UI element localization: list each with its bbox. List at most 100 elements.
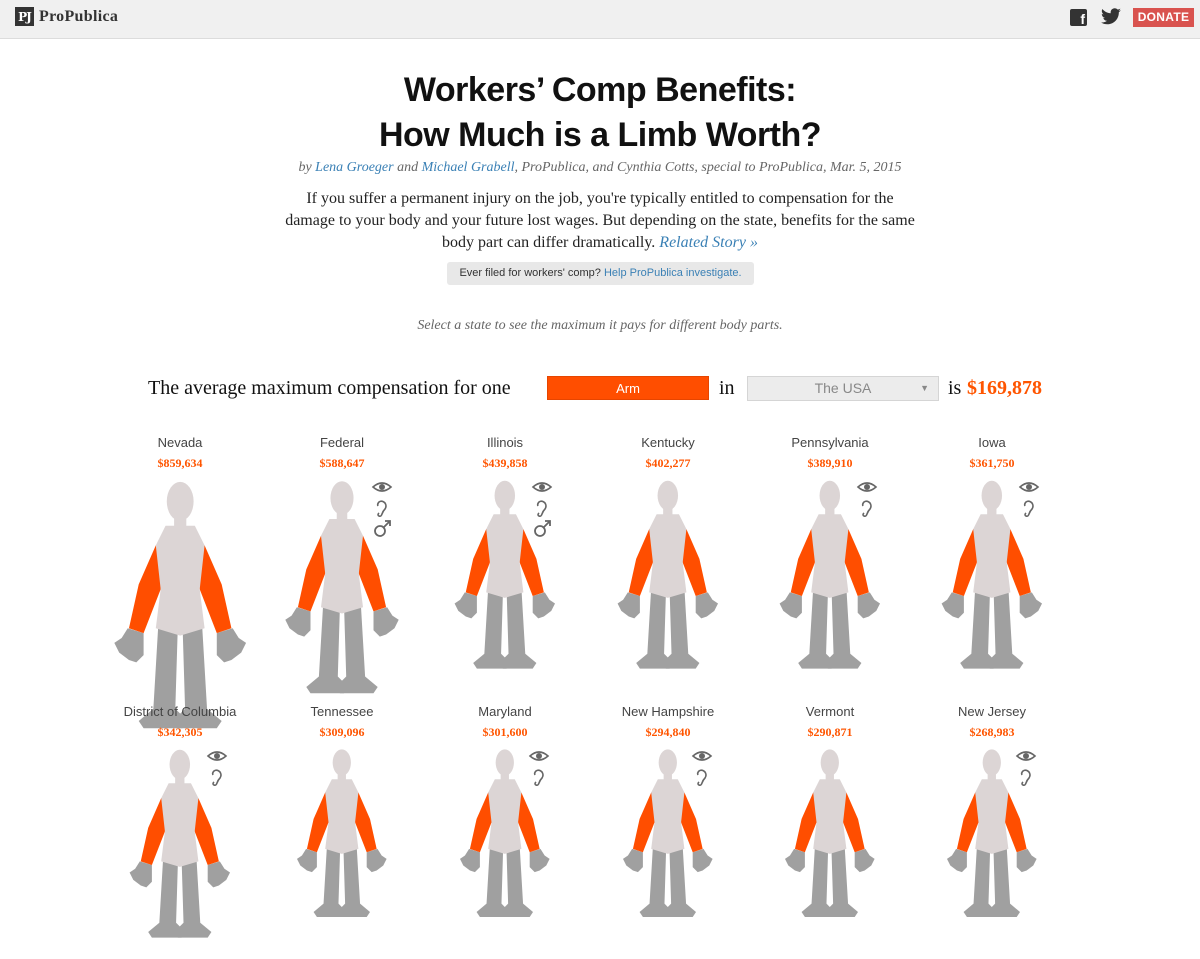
logo-text: ProPublica bbox=[39, 7, 119, 25]
body-figure bbox=[114, 481, 246, 729]
ear-icon bbox=[1021, 769, 1032, 787]
donate-button[interactable]: DONATE bbox=[1133, 8, 1194, 27]
ear-icon bbox=[377, 500, 388, 518]
investigate-link[interactable]: Help ProPublica investigate. bbox=[603, 267, 742, 279]
state-card[interactable]: Vermont $290,871 bbox=[740, 704, 920, 954]
state-card[interactable]: Illinois $439,858 bbox=[415, 435, 595, 685]
state-card[interactable]: Federal $588,647 bbox=[252, 435, 432, 694]
filed-text: Ever filed for workers' comp? bbox=[459, 267, 601, 279]
right-leg bbox=[664, 590, 700, 669]
right-leg bbox=[988, 847, 1021, 917]
propublica-logo[interactable]: PJ ProPublica bbox=[15, 7, 118, 26]
left-leg bbox=[636, 590, 672, 669]
ear-icon bbox=[534, 769, 545, 787]
state-select[interactable]: The USA ▼ bbox=[747, 376, 939, 401]
right-arm bbox=[1003, 527, 1032, 597]
right-hand bbox=[854, 848, 875, 873]
state-name: Tennessee bbox=[310, 704, 374, 719]
left-leg bbox=[960, 590, 996, 669]
left-arm bbox=[795, 790, 821, 853]
right-hand bbox=[373, 607, 399, 637]
eye-icon bbox=[206, 751, 228, 761]
left-arm bbox=[297, 533, 330, 612]
byline: by Lena Groeger and Michael Grabell, Pro… bbox=[0, 160, 1200, 176]
right-arm bbox=[516, 527, 545, 597]
right-hand bbox=[207, 861, 231, 888]
title-line-1: Workers’ Comp Benefits: bbox=[403, 71, 797, 109]
body-figure bbox=[779, 480, 881, 669]
state-card[interactable]: Kentucky $402,277 bbox=[578, 435, 758, 685]
right-arm bbox=[351, 790, 377, 853]
body-part-select[interactable]: Arm bbox=[547, 376, 709, 400]
state-value: $301,600 bbox=[482, 725, 528, 739]
torso bbox=[155, 525, 205, 636]
related-story-link[interactable]: Related Story » bbox=[659, 234, 758, 251]
extra-body-part-icons bbox=[856, 477, 878, 519]
state-card[interactable]: Iowa $361,750 bbox=[902, 435, 1082, 685]
head bbox=[820, 749, 840, 776]
left-arm bbox=[470, 790, 496, 853]
state-card[interactable]: New Jersey $268,983 bbox=[902, 704, 1082, 954]
torso bbox=[975, 779, 1009, 854]
state-value: $309,096 bbox=[319, 725, 365, 739]
byline-suffix: , ProPublica, and Cynthia Cotts, special… bbox=[514, 160, 902, 175]
title-line-2: How Much is a Limb Worth? bbox=[378, 116, 822, 154]
left-leg bbox=[306, 605, 347, 694]
right-hand bbox=[529, 848, 550, 873]
top-bar: PJ ProPublica f DONATE bbox=[0, 0, 1200, 39]
state-value: $588,647 bbox=[319, 456, 365, 470]
neck bbox=[987, 772, 997, 781]
left-leg bbox=[148, 859, 184, 938]
neck bbox=[825, 772, 835, 781]
intro-paragraph: If you suffer a permanent injury on the … bbox=[285, 188, 915, 254]
state-name: Kentucky bbox=[641, 435, 695, 450]
author-link-1[interactable]: Lena Groeger bbox=[315, 160, 394, 175]
state-value: $342,305 bbox=[157, 725, 203, 739]
extra-body-part-icons bbox=[531, 477, 553, 540]
state-card[interactable]: Nevada $859,634 bbox=[90, 435, 270, 729]
left-leg bbox=[313, 847, 346, 917]
extra-body-part-icons bbox=[206, 746, 228, 788]
neck bbox=[337, 772, 347, 781]
author-link-2[interactable]: Michael Grabell bbox=[421, 160, 515, 175]
right-hand bbox=[216, 628, 246, 663]
left-arm bbox=[952, 527, 981, 597]
right-leg bbox=[337, 605, 378, 694]
head bbox=[494, 480, 516, 511]
state-name: Illinois bbox=[486, 435, 524, 450]
eye-icon bbox=[372, 482, 393, 492]
sentence-start: The average maximum compensation for one bbox=[148, 377, 511, 399]
state-value: $859,634 bbox=[157, 456, 203, 470]
right-leg bbox=[826, 847, 859, 917]
eye-icon bbox=[1016, 751, 1037, 761]
left-arm bbox=[628, 527, 657, 597]
left-arm bbox=[307, 790, 333, 853]
facebook-icon[interactable]: f bbox=[1070, 9, 1087, 26]
neck bbox=[175, 775, 185, 786]
left-hand bbox=[617, 592, 641, 619]
state-name: New Jersey bbox=[958, 704, 1026, 719]
state-card[interactable]: Maryland $301,600 bbox=[415, 704, 595, 954]
torso bbox=[488, 779, 522, 854]
state-card[interactable]: Pennsylvania $389,910 bbox=[740, 435, 920, 685]
ear-icon bbox=[861, 500, 872, 518]
twitter-icon[interactable] bbox=[1100, 8, 1122, 26]
body-figure bbox=[129, 749, 231, 938]
left-hand bbox=[114, 628, 144, 663]
total-compensation: $169,878 bbox=[967, 377, 1042, 399]
state-value: $389,910 bbox=[807, 456, 853, 470]
extra-body-part-icons bbox=[1015, 746, 1037, 788]
right-hand bbox=[692, 848, 713, 873]
state-value: $268,983 bbox=[969, 725, 1015, 739]
state-card[interactable]: District of Columbia $342,305 bbox=[90, 704, 270, 954]
left-leg bbox=[138, 625, 185, 729]
state-card[interactable]: Tennessee $309,096 bbox=[252, 704, 432, 954]
head bbox=[981, 480, 1003, 511]
right-arm bbox=[514, 790, 540, 853]
eye-icon bbox=[531, 482, 553, 492]
state-card[interactable]: New Hampshire $294,840 bbox=[578, 704, 758, 954]
left-leg bbox=[476, 847, 509, 917]
select-hint: Select a state to see the maximum it pay… bbox=[417, 318, 783, 333]
torso bbox=[813, 779, 847, 854]
right-arm bbox=[679, 527, 708, 597]
